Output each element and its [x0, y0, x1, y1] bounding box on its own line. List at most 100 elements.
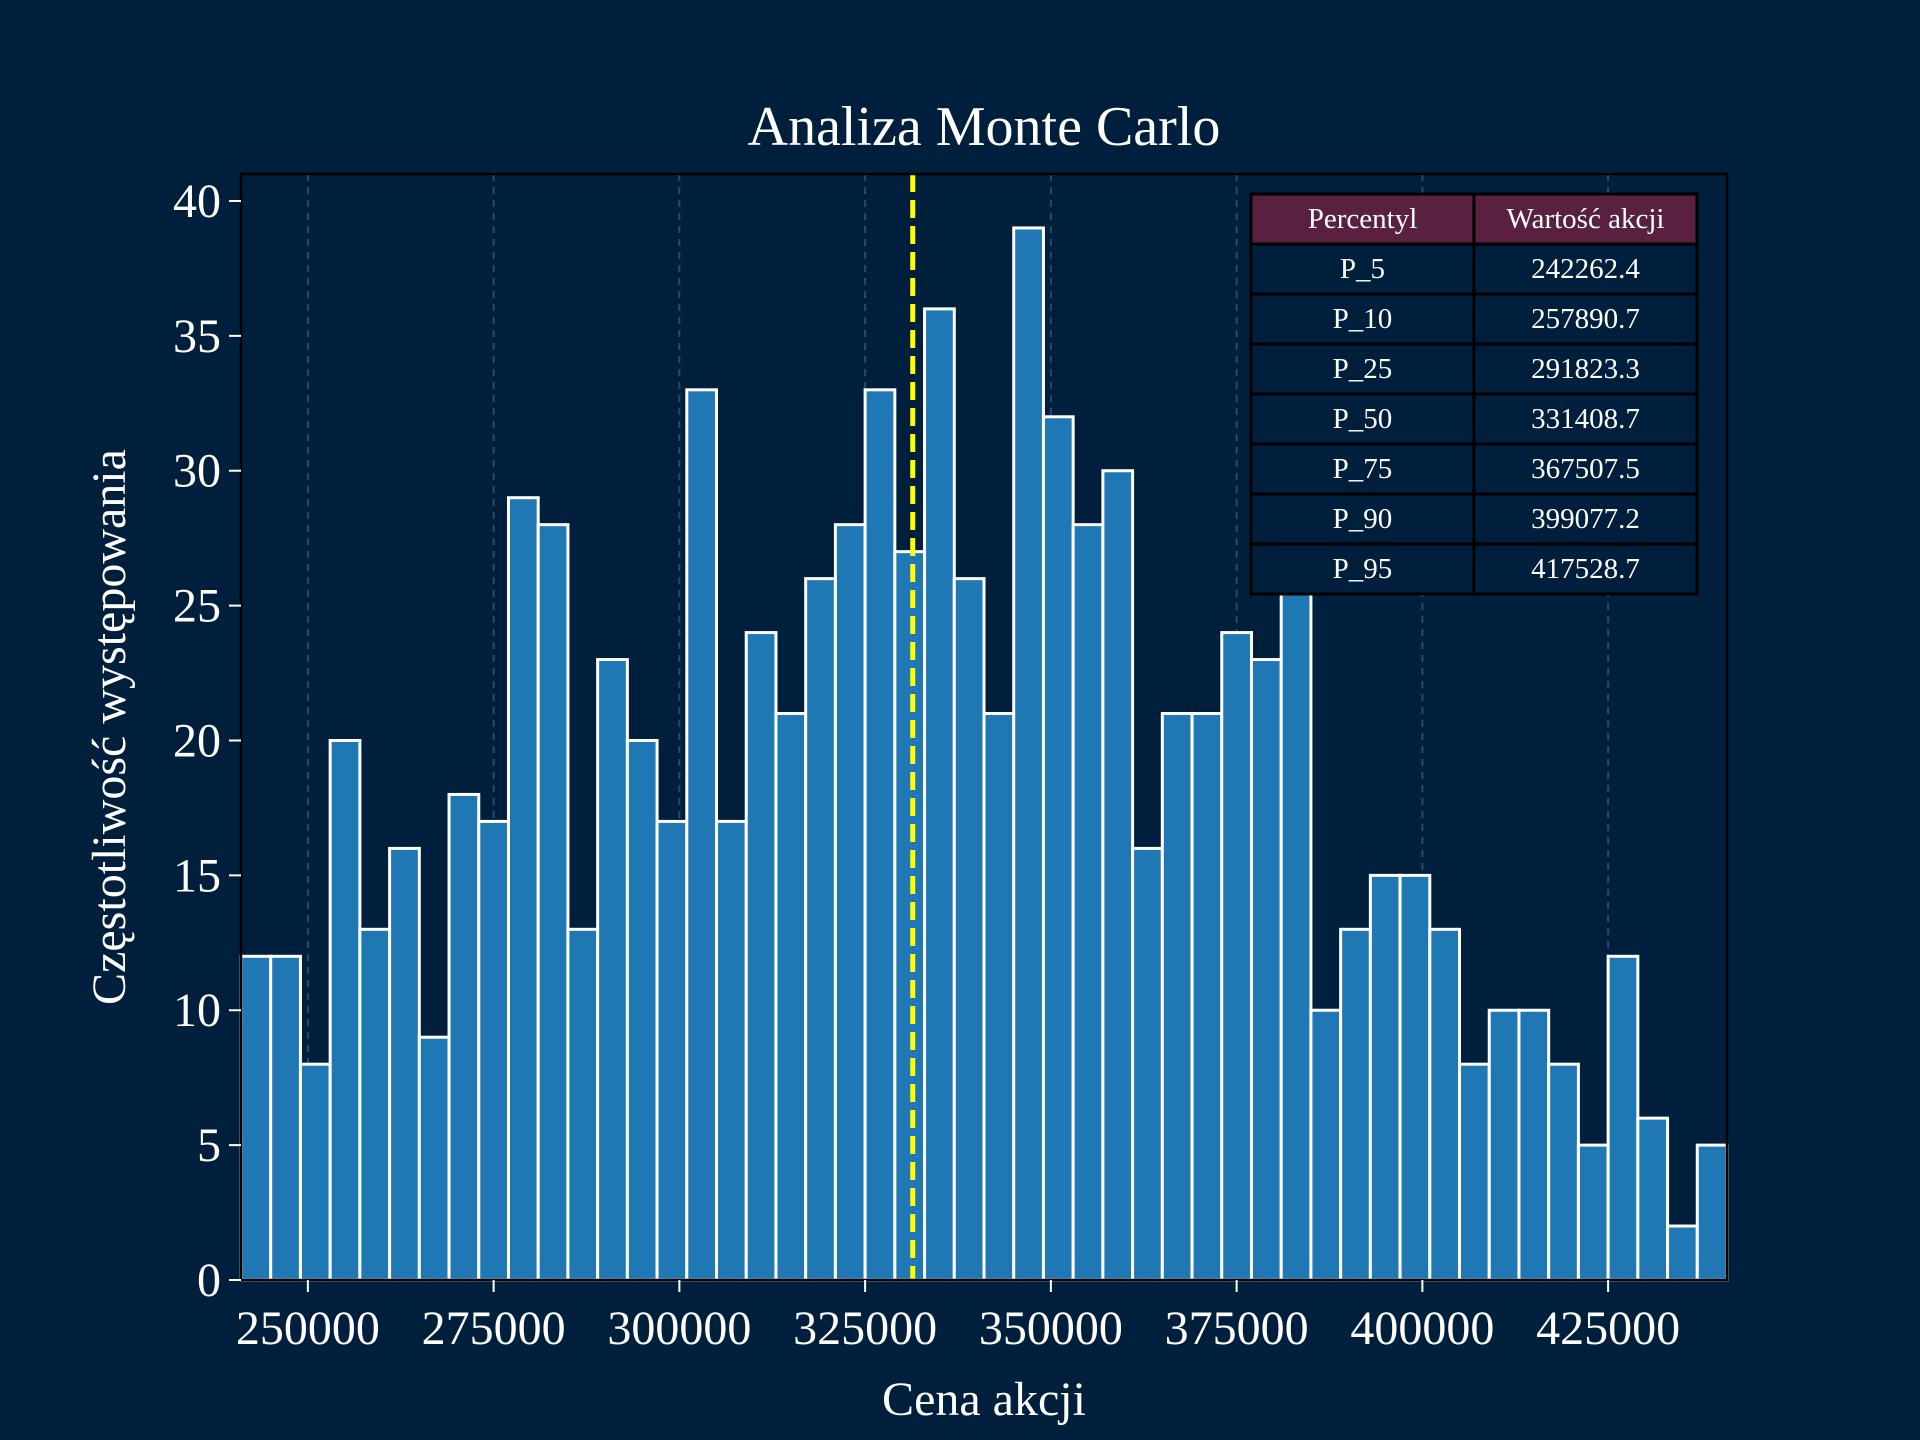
table-cell-text: P_5: [1340, 253, 1385, 285]
x-tick-label: 300000: [607, 1302, 751, 1355]
histogram-bar: [1220, 631, 1253, 1282]
histogram-bar: [328, 738, 362, 1282]
table-cell-text: P_90: [1333, 503, 1393, 535]
table-cell-text: P_75: [1333, 453, 1393, 485]
histogram-bar: [1576, 1143, 1610, 1282]
table-cell: [1249, 242, 1476, 296]
histogram-bar: [536, 523, 570, 1282]
table-cell: [1249, 342, 1476, 396]
table-cell: [1249, 392, 1476, 446]
histogram-bar: [1517, 1008, 1551, 1282]
x-tick-label: 375000: [1165, 1302, 1309, 1355]
histogram-bar: [952, 577, 986, 1282]
y-tick-label: 40: [173, 175, 221, 228]
histogram-bars: [239, 226, 1729, 1282]
table-cell-text: 367507.5: [1531, 453, 1640, 485]
histogram-bar: [1666, 1224, 1699, 1282]
y-tick-label: 20: [173, 714, 221, 767]
table-cell-text: 291823.3: [1531, 353, 1640, 385]
histogram-bar: [685, 388, 719, 1282]
histogram-bar: [417, 1035, 451, 1282]
histogram-bar: [1071, 523, 1105, 1282]
y-tick-label: 35: [173, 310, 221, 363]
table-cell-text: 257890.7: [1531, 303, 1640, 335]
y-tick-label: 25: [173, 580, 221, 633]
y-tick-label: 10: [173, 984, 221, 1037]
histogram-bar: [596, 658, 629, 1282]
x-axis-label: Cena akcji: [882, 1373, 1086, 1426]
histogram-bar: [1428, 927, 1462, 1282]
table-cell: [1472, 392, 1699, 446]
table-header-text: Wartość akcji: [1507, 203, 1665, 235]
histogram-bar: [566, 927, 600, 1282]
x-axis-ticks: 250000 275000 300000 325000 350000 375000 4000…: [236, 1280, 1680, 1355]
table-cell: [1249, 292, 1476, 346]
percentile-table: Percentyl Wartość akcji P_5 242262.4 P_10 257…: [1249, 192, 1699, 596]
histogram-bar: [298, 1062, 332, 1282]
table-header-text: Percentyl: [1308, 203, 1418, 235]
histogram-bar: [239, 954, 273, 1282]
table-cell-text: 399077.2: [1531, 503, 1640, 535]
chart-title: Analiza Monte Carlo: [748, 96, 1221, 158]
table-cell-text: 417528.7: [1531, 553, 1640, 585]
histogram-bar: [744, 631, 778, 1282]
histogram-bar: [893, 550, 927, 1282]
histogram-bar: [1547, 1062, 1580, 1282]
table-cell-text: P_10: [1333, 303, 1393, 335]
histogram-bar: [833, 523, 867, 1282]
histogram-bar: [1041, 415, 1075, 1282]
histogram-bar: [923, 307, 956, 1282]
histogram-bar: [358, 927, 392, 1282]
histogram-bar: [1368, 873, 1402, 1282]
histogram-bar: [388, 846, 421, 1282]
y-tick-label: 15: [173, 849, 221, 902]
histogram-bar: [625, 738, 659, 1282]
histogram-bar: [1636, 1116, 1670, 1282]
histogram-bar: [1606, 954, 1640, 1282]
histogram-bar: [1190, 712, 1224, 1282]
x-tick-label: 425000: [1536, 1302, 1680, 1355]
histogram-bar: [655, 819, 689, 1282]
histogram-bar: [506, 496, 540, 1282]
y-tick-label: 30: [173, 445, 221, 498]
histogram-bar: [1487, 1008, 1521, 1282]
table-cell-text: P_50: [1333, 403, 1393, 435]
table-cell: [1472, 242, 1699, 296]
table-cell: [1472, 542, 1699, 596]
histogram-bar: [1695, 1143, 1729, 1282]
x-tick-label: 275000: [422, 1302, 566, 1355]
histogram-bar: [1101, 469, 1135, 1282]
table-cell: [1472, 342, 1699, 396]
x-tick-label: 400000: [1350, 1302, 1494, 1355]
histogram-bar: [1160, 712, 1194, 1282]
x-tick-label: 350000: [979, 1302, 1123, 1355]
histogram-bar: [1309, 1008, 1343, 1282]
histogram-bar: [1131, 846, 1164, 1282]
histogram-bar: [1249, 658, 1283, 1282]
histogram-bar: [1279, 550, 1313, 1282]
x-tick-label: 325000: [793, 1302, 937, 1355]
histogram-bar: [863, 388, 897, 1282]
table-cell-text: P_25: [1333, 353, 1393, 385]
table-header-cell: [1249, 192, 1476, 246]
axes-frame: [239, 172, 1729, 1282]
histogram-bar: [982, 712, 1016, 1282]
histogram-bar: [1339, 927, 1372, 1282]
table-cell-text: 242262.4: [1531, 253, 1640, 285]
y-axis-label: Częstotliwość występowania: [83, 449, 136, 1005]
table-cell-text: 331408.7: [1531, 403, 1640, 435]
table-cell-text: P_95: [1333, 553, 1393, 585]
x-tick-label: 250000: [236, 1302, 380, 1355]
histogram-bar: [269, 954, 302, 1282]
y-tick-label: 0: [197, 1254, 221, 1307]
histogram-bar: [1012, 226, 1045, 1282]
histogram-bar: [804, 577, 837, 1282]
histogram-bar: [477, 819, 510, 1282]
histogram-bar: [1458, 1062, 1491, 1282]
histogram-bar: [774, 712, 808, 1282]
histogram-bar: [715, 819, 748, 1282]
histogram-bar: [447, 792, 481, 1282]
y-tick-label: 5: [197, 1119, 221, 1172]
